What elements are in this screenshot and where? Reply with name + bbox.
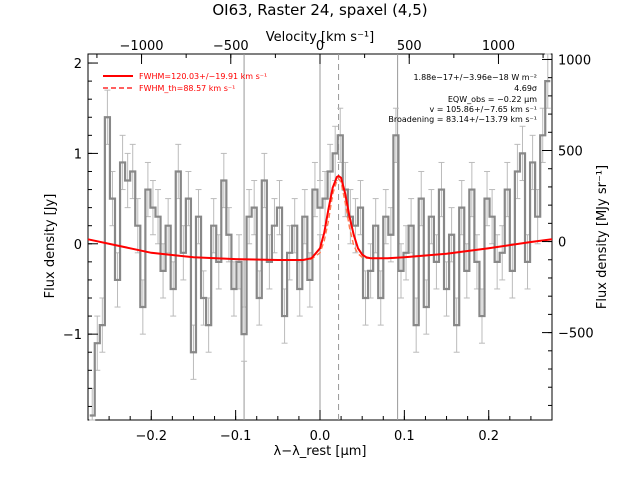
top-x-tick-label: −1000: [120, 39, 164, 54]
x-tick-label: −0.2: [135, 429, 167, 444]
y-tick-label: 1: [74, 147, 82, 162]
annotation-broadening: Broadening = 83.14+/−13.79 km s⁻¹: [388, 115, 537, 124]
fit-annotations: 1.88e−17+/−3.96e−18 W m⁻² 4.69σ EQW_obs …: [388, 73, 537, 124]
annotation-velocity: v = 105.86+/−7.65 km s⁻¹: [429, 105, 537, 114]
top-x-axis-label: Velocity [km s⁻¹]: [266, 30, 374, 45]
top-x-tick-label: −500: [213, 39, 249, 54]
annotation-significance: 4.69σ: [514, 84, 537, 93]
y-axis-label: Flux density [Jy]: [43, 194, 58, 299]
y-tick-label: −1: [63, 328, 82, 343]
right-y-tick-label: 500: [558, 145, 583, 160]
fit-line: [87, 174, 553, 261]
right-y-axis-label: Flux density [MJy sr⁻¹]: [595, 165, 610, 309]
data-series-line: [89, 80, 551, 417]
y-tick-label: 2: [74, 57, 82, 72]
axis-ticks: −0.2 −0.1 0.0 0.1 0.2 −1000 −500 0 500 1000 −1 0 1 2 −…: [63, 39, 594, 444]
x-axis-label: λ−λ_rest [μm]: [274, 444, 367, 459]
x-tick-label: 0.2: [478, 429, 499, 444]
x-tick-label: 0.0: [310, 429, 331, 444]
right-y-tick-label: 1000: [558, 53, 591, 68]
top-x-tick-label: 500: [397, 39, 422, 54]
legend-fit-label: FWHM=120.03+/−19.91 km s⁻¹: [139, 72, 267, 81]
annotation-line-flux: 1.88e−17+/−3.96e−18 W m⁻²: [413, 73, 537, 82]
top-x-tick-label: 0: [316, 39, 324, 54]
x-tick-label: 0.1: [394, 429, 415, 444]
legend: FWHM=120.03+/−19.91 km s⁻¹ FWHM_th=88.57…: [103, 72, 267, 93]
legend-fit-th-label: FWHM_th=88.57 km s⁻¹: [139, 84, 235, 93]
top-x-tick-label: 1000: [482, 39, 515, 54]
chart-title: OI63, Raster 24, spaxel (4,5): [212, 1, 427, 19]
y-tick-label: 0: [74, 238, 82, 253]
right-y-tick-label: −500: [558, 327, 594, 342]
right-y-tick-label: 0: [558, 236, 566, 251]
x-tick-label: −0.1: [220, 429, 252, 444]
annotation-eqw: EQW_obs = −0.22 μm: [448, 95, 537, 104]
